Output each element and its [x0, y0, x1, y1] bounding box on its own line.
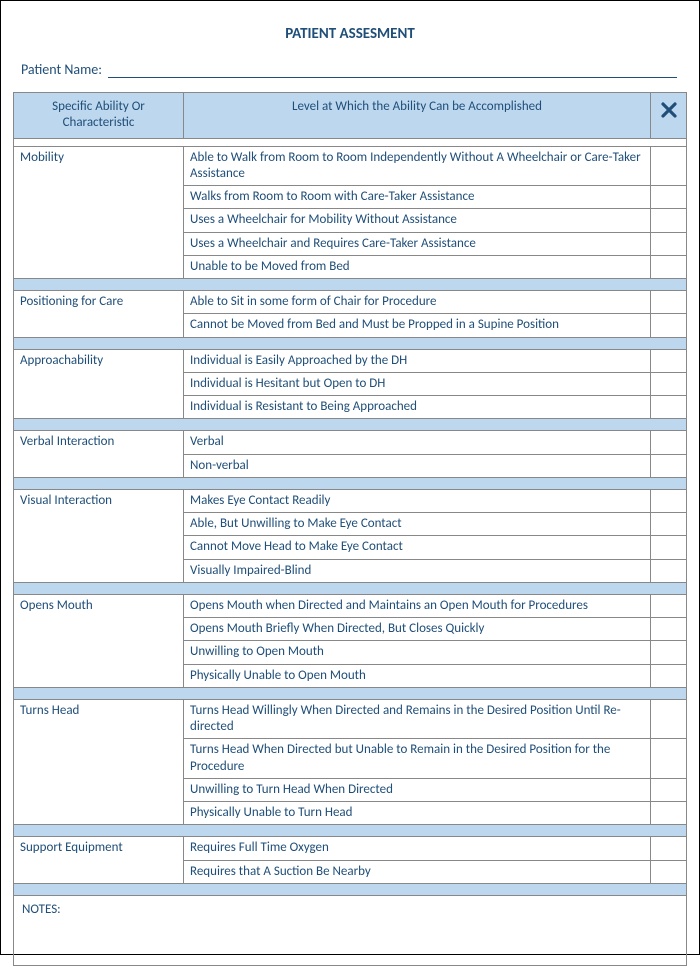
- page-title: PATIENT ASSESMENT: [13, 25, 687, 43]
- patient-name-row: Patient Name:: [21, 61, 687, 78]
- level-cell: Physically Unable to Turn Head: [184, 802, 651, 825]
- level-cell: Able, But Unwilling to Make Eye Contact: [184, 513, 651, 536]
- check-cell[interactable]: [651, 431, 687, 454]
- level-cell: Uses a Wheelchair and Requires Care-Take…: [184, 232, 651, 255]
- level-cell: Turns Head When Directed but Unable to R…: [184, 739, 651, 779]
- ability-cell: Turns Head: [14, 699, 184, 825]
- check-cell[interactable]: [651, 396, 687, 419]
- check-cell[interactable]: [651, 559, 687, 582]
- level-cell: Requires Full Time Oxygen: [184, 837, 651, 860]
- level-cell: Opens Mouth when Directed and Maintains …: [184, 594, 651, 617]
- check-cell[interactable]: [651, 513, 687, 536]
- section-spacer: [14, 279, 687, 291]
- ability-cell: Visual Interaction: [14, 489, 184, 582]
- check-cell[interactable]: [651, 349, 687, 372]
- patient-name-label: Patient Name:: [21, 61, 102, 78]
- section-spacer: [14, 582, 687, 594]
- section-spacer: [14, 825, 687, 837]
- level-cell: Verbal: [184, 431, 651, 454]
- check-cell[interactable]: [651, 802, 687, 825]
- check-cell[interactable]: [651, 641, 687, 664]
- level-cell: Turns Head Willingly When Directed and R…: [184, 699, 651, 739]
- patient-name-input-line[interactable]: [108, 64, 677, 78]
- header-check-icon: [651, 93, 687, 139]
- section-spacer: [14, 883, 687, 895]
- table-row: MobilityAble to Walk from Room to Room I…: [14, 146, 687, 186]
- page-container: PATIENT ASSESMENT Patient Name: Specific…: [0, 0, 700, 955]
- level-cell: Physically Unable to Open Mouth: [184, 664, 651, 687]
- ability-cell: Positioning for Care: [14, 291, 184, 338]
- level-cell: Uses a Wheelchair for Mobility Without A…: [184, 209, 651, 232]
- check-cell[interactable]: [651, 739, 687, 779]
- section-spacer: [14, 687, 687, 699]
- header-level: Level at Which the Ability Can be Accomp…: [184, 93, 651, 139]
- level-cell: Able to Walk from Room to Room Independe…: [184, 146, 651, 186]
- check-cell[interactable]: [651, 372, 687, 395]
- level-cell: Able to Sit in some form of Chair for Pr…: [184, 291, 651, 314]
- check-cell[interactable]: [651, 454, 687, 477]
- check-cell[interactable]: [651, 778, 687, 801]
- assessment-table: Specific Ability Or Characteristic Level…: [13, 92, 687, 966]
- table-header-row: Specific Ability Or Characteristic Level…: [14, 93, 687, 139]
- level-cell: Individual is Hesitant but Open to DH: [184, 372, 651, 395]
- check-cell[interactable]: [651, 186, 687, 209]
- table-row: Positioning for CareAble to Sit in some …: [14, 291, 687, 314]
- level-cell: Individual is Resistant to Being Approac…: [184, 396, 651, 419]
- check-cell[interactable]: [651, 314, 687, 337]
- level-cell: Cannot Move Head to Make Eye Contact: [184, 536, 651, 559]
- ability-cell: Support Equipment: [14, 837, 184, 884]
- ability-cell: Approachability: [14, 349, 184, 419]
- check-cell[interactable]: [651, 255, 687, 278]
- check-cell[interactable]: [651, 489, 687, 512]
- level-cell: Unwilling to Open Mouth: [184, 641, 651, 664]
- table-row: Turns HeadTurns Head Willingly When Dire…: [14, 699, 687, 739]
- ability-cell: Verbal Interaction: [14, 431, 184, 478]
- check-cell[interactable]: [651, 146, 687, 186]
- table-row: Visual InteractionMakes Eye Contact Read…: [14, 489, 687, 512]
- section-spacer: [14, 477, 687, 489]
- level-cell: Walks from Room to Room with Care-Taker …: [184, 186, 651, 209]
- table-row: Opens MouthOpens Mouth when Directed and…: [14, 594, 687, 617]
- ability-cell: Mobility: [14, 146, 184, 279]
- table-row: Support EquipmentRequires Full Time Oxyg…: [14, 837, 687, 860]
- level-cell: Visually Impaired-Blind: [184, 559, 651, 582]
- level-cell: Opens Mouth Briefly When Directed, But C…: [184, 618, 651, 641]
- level-cell: Non-verbal: [184, 454, 651, 477]
- level-cell: Makes Eye Contact Readily: [184, 489, 651, 512]
- header-ability: Specific Ability Or Characteristic: [14, 93, 184, 139]
- check-cell[interactable]: [651, 860, 687, 883]
- level-cell: Unable to be Moved from Bed: [184, 255, 651, 278]
- check-cell[interactable]: [651, 664, 687, 687]
- section-spacer: [14, 337, 687, 349]
- level-cell: Individual is Easily Approached by the D…: [184, 349, 651, 372]
- level-cell: Requires that A Suction Be Nearby: [184, 860, 651, 883]
- section-spacer: [14, 419, 687, 431]
- check-cell[interactable]: [651, 291, 687, 314]
- check-cell[interactable]: [651, 232, 687, 255]
- check-cell[interactable]: [651, 594, 687, 617]
- level-cell: Unwilling to Turn Head When Directed: [184, 778, 651, 801]
- header-gap-row: [14, 138, 687, 146]
- check-cell[interactable]: [651, 618, 687, 641]
- table-row: Verbal InteractionVerbal: [14, 431, 687, 454]
- ability-cell: Opens Mouth: [14, 594, 184, 687]
- check-cell[interactable]: [651, 536, 687, 559]
- level-cell: Cannot be Moved from Bed and Must be Pro…: [184, 314, 651, 337]
- check-cell[interactable]: [651, 699, 687, 739]
- check-cell[interactable]: [651, 837, 687, 860]
- table-row: ApproachabilityIndividual is Easily Appr…: [14, 349, 687, 372]
- check-cell[interactable]: [651, 209, 687, 232]
